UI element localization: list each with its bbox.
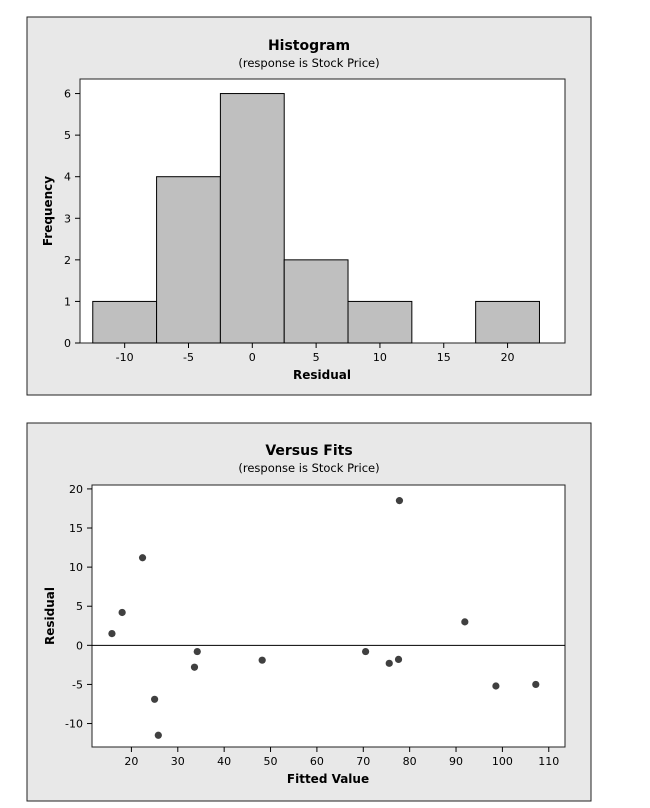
histogram-subtitle: (response is Stock Price) xyxy=(238,56,379,70)
versus-fits-y-tick-label: 15 xyxy=(69,522,83,535)
scatter-point xyxy=(395,497,404,505)
versus-fits-x-tick-label: 50 xyxy=(264,755,278,768)
histogram-bar xyxy=(347,300,413,344)
scatter-point xyxy=(394,655,403,664)
histogram-y-tick-label: 3 xyxy=(64,212,71,225)
versus-fits-x-tick-label: 40 xyxy=(217,755,231,768)
scatter-point xyxy=(138,554,147,562)
versus-fits-plot-area xyxy=(91,484,566,748)
versus-fits-x-tick-label: 70 xyxy=(356,755,370,768)
versus-fits-x-tick-label: 90 xyxy=(449,755,463,768)
versus-fits-y-tick-label: 10 xyxy=(69,561,83,574)
scatter-point xyxy=(385,659,393,667)
histogram-y-tick-label: 4 xyxy=(64,171,71,184)
histogram-y-axis-label: Frequency xyxy=(41,176,55,246)
histogram-x-tick-label: -5 xyxy=(183,351,194,364)
histogram-x-tick-label: 0 xyxy=(249,351,256,364)
histogram-title: Histogram xyxy=(268,38,350,54)
versus-fits-title: Versus Fits xyxy=(265,443,352,459)
scatter-point xyxy=(151,695,159,703)
versus-fits-chart: Versus Fits (response is Stock Price) 20… xyxy=(26,422,592,802)
versus-fits-subtitle: (response is Stock Price) xyxy=(238,461,379,475)
histogram-bar xyxy=(219,93,285,344)
histogram-x-tick-label: 5 xyxy=(313,351,320,364)
scatter-point xyxy=(532,680,540,689)
histogram-x-tick-label: 15 xyxy=(437,351,451,364)
versus-fits-x-tick-label: 110 xyxy=(538,755,559,768)
scatter-points xyxy=(108,497,540,739)
histogram-y-ticks: 0 1 2 3 4 5 6 xyxy=(64,88,80,350)
scatter-point xyxy=(190,663,199,671)
histogram-x-tick-label: 20 xyxy=(501,351,515,364)
versus-fits-y-ticks: -10 -5 0 5 10 15 20 xyxy=(65,483,92,731)
versus-fits-y-axis-label: Residual xyxy=(43,587,57,645)
histogram-bar xyxy=(156,176,221,344)
histogram-y-tick-label: 5 xyxy=(64,129,71,142)
histogram-x-tick-label: -10 xyxy=(116,351,134,364)
histogram-x-tick-label: 10 xyxy=(373,351,387,364)
versus-fits-y-tick-label: 0 xyxy=(76,639,83,652)
scatter-point xyxy=(108,629,116,638)
histogram-bar xyxy=(283,259,349,344)
versus-fits-x-tick-label: 60 xyxy=(310,755,324,768)
scatter-point xyxy=(492,682,500,690)
versus-fits-x-tick-label: 80 xyxy=(403,755,417,768)
scatter-point xyxy=(193,647,201,656)
histogram-y-tick-label: 1 xyxy=(64,295,71,308)
histogram-bar xyxy=(475,300,540,344)
histogram-x-ticks: -10 -5 0 5 10 15 20 xyxy=(116,343,515,364)
versus-fits-x-ticks: 20 30 40 50 60 70 80 90 100 110 xyxy=(124,747,559,768)
versus-fits-y-tick-label: 5 xyxy=(76,600,83,613)
histogram-bar xyxy=(92,300,158,344)
versus-fits-y-tick-label: -5 xyxy=(72,678,83,691)
versus-fits-x-axis-label: Fitted Value xyxy=(287,772,369,786)
histogram-y-tick-label: 0 xyxy=(64,337,71,350)
versus-fits-x-tick-label: 100 xyxy=(492,755,513,768)
scatter-point xyxy=(461,618,469,626)
scatter-point xyxy=(361,647,370,656)
histogram-y-tick-label: 6 xyxy=(64,88,71,101)
histogram-x-axis-label: Residual xyxy=(293,368,351,382)
scatter-point xyxy=(118,608,126,617)
versus-fits-x-tick-label: 30 xyxy=(171,755,185,768)
histogram-y-tick-label: 2 xyxy=(64,254,71,267)
scatter-point xyxy=(154,731,162,739)
histogram-bars xyxy=(92,93,540,344)
versus-fits-y-tick-label: 20 xyxy=(69,483,83,496)
versus-fits-x-tick-label: 20 xyxy=(124,755,138,768)
versus-fits-y-tick-label: -10 xyxy=(65,718,83,731)
histogram-chart: Histogram (response is Stock Price) -10-… xyxy=(26,16,592,396)
scatter-point xyxy=(258,656,266,664)
